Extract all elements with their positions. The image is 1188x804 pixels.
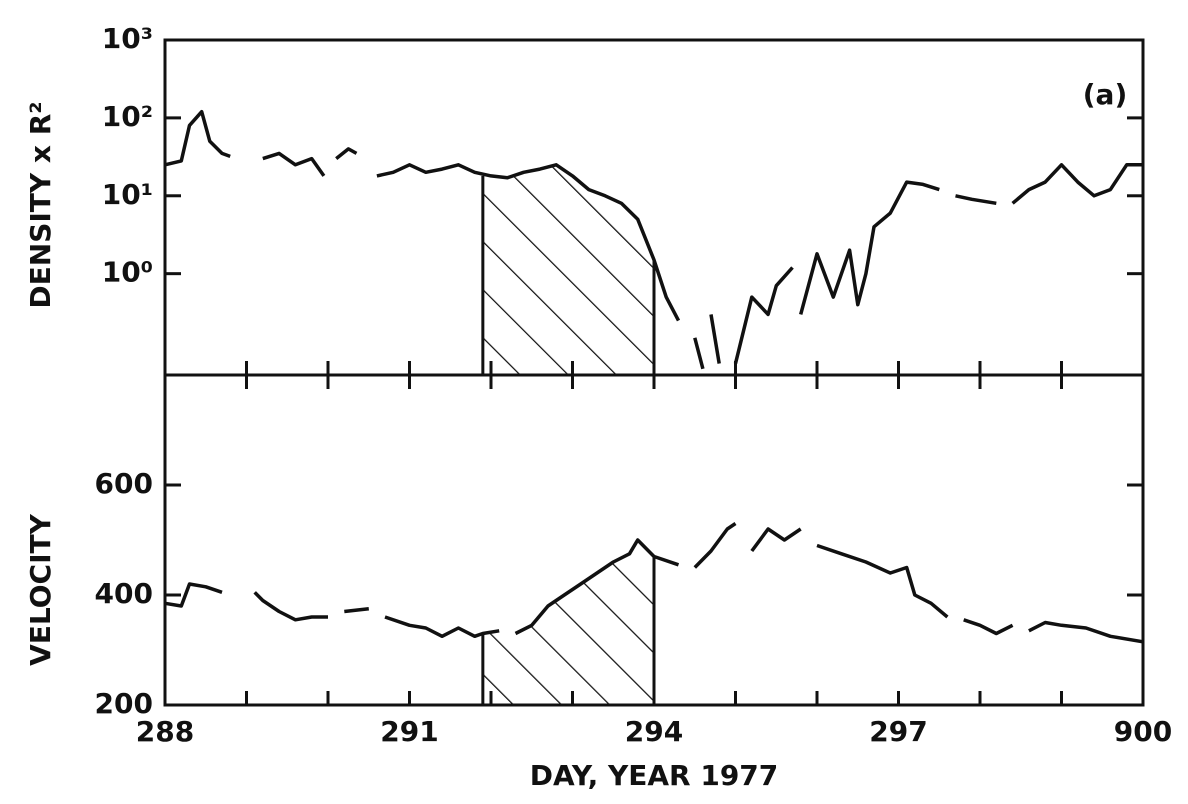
shaded-region xyxy=(482,540,654,705)
y-axis-label: VELOCITY xyxy=(24,513,57,666)
y-tick-label: 600 xyxy=(95,467,153,500)
y-tick-label: 400 xyxy=(95,577,153,610)
x-tick-label: 297 xyxy=(869,715,927,748)
y-tick-label: 10¹ xyxy=(102,178,153,211)
x-tick-label: 288 xyxy=(136,715,194,748)
y-axis-label: DENSITY x R² xyxy=(24,101,57,308)
y-tick-label: 200 xyxy=(95,687,153,720)
data-line xyxy=(164,522,1144,644)
y-tick-label: 10² xyxy=(102,100,153,133)
x-tick-label: 291 xyxy=(380,715,438,748)
y-tick-label: 10³ xyxy=(102,22,153,55)
annotation: (a) xyxy=(1083,78,1128,111)
data-line xyxy=(164,109,1143,370)
shaded-region xyxy=(482,164,654,375)
y-tick-label: 10⁰ xyxy=(102,256,153,289)
x-tick-label: 294 xyxy=(625,715,683,748)
x-tick-label: 900 xyxy=(1114,715,1172,748)
x-axis-label: DAY, YEAR 1977 xyxy=(530,759,779,792)
